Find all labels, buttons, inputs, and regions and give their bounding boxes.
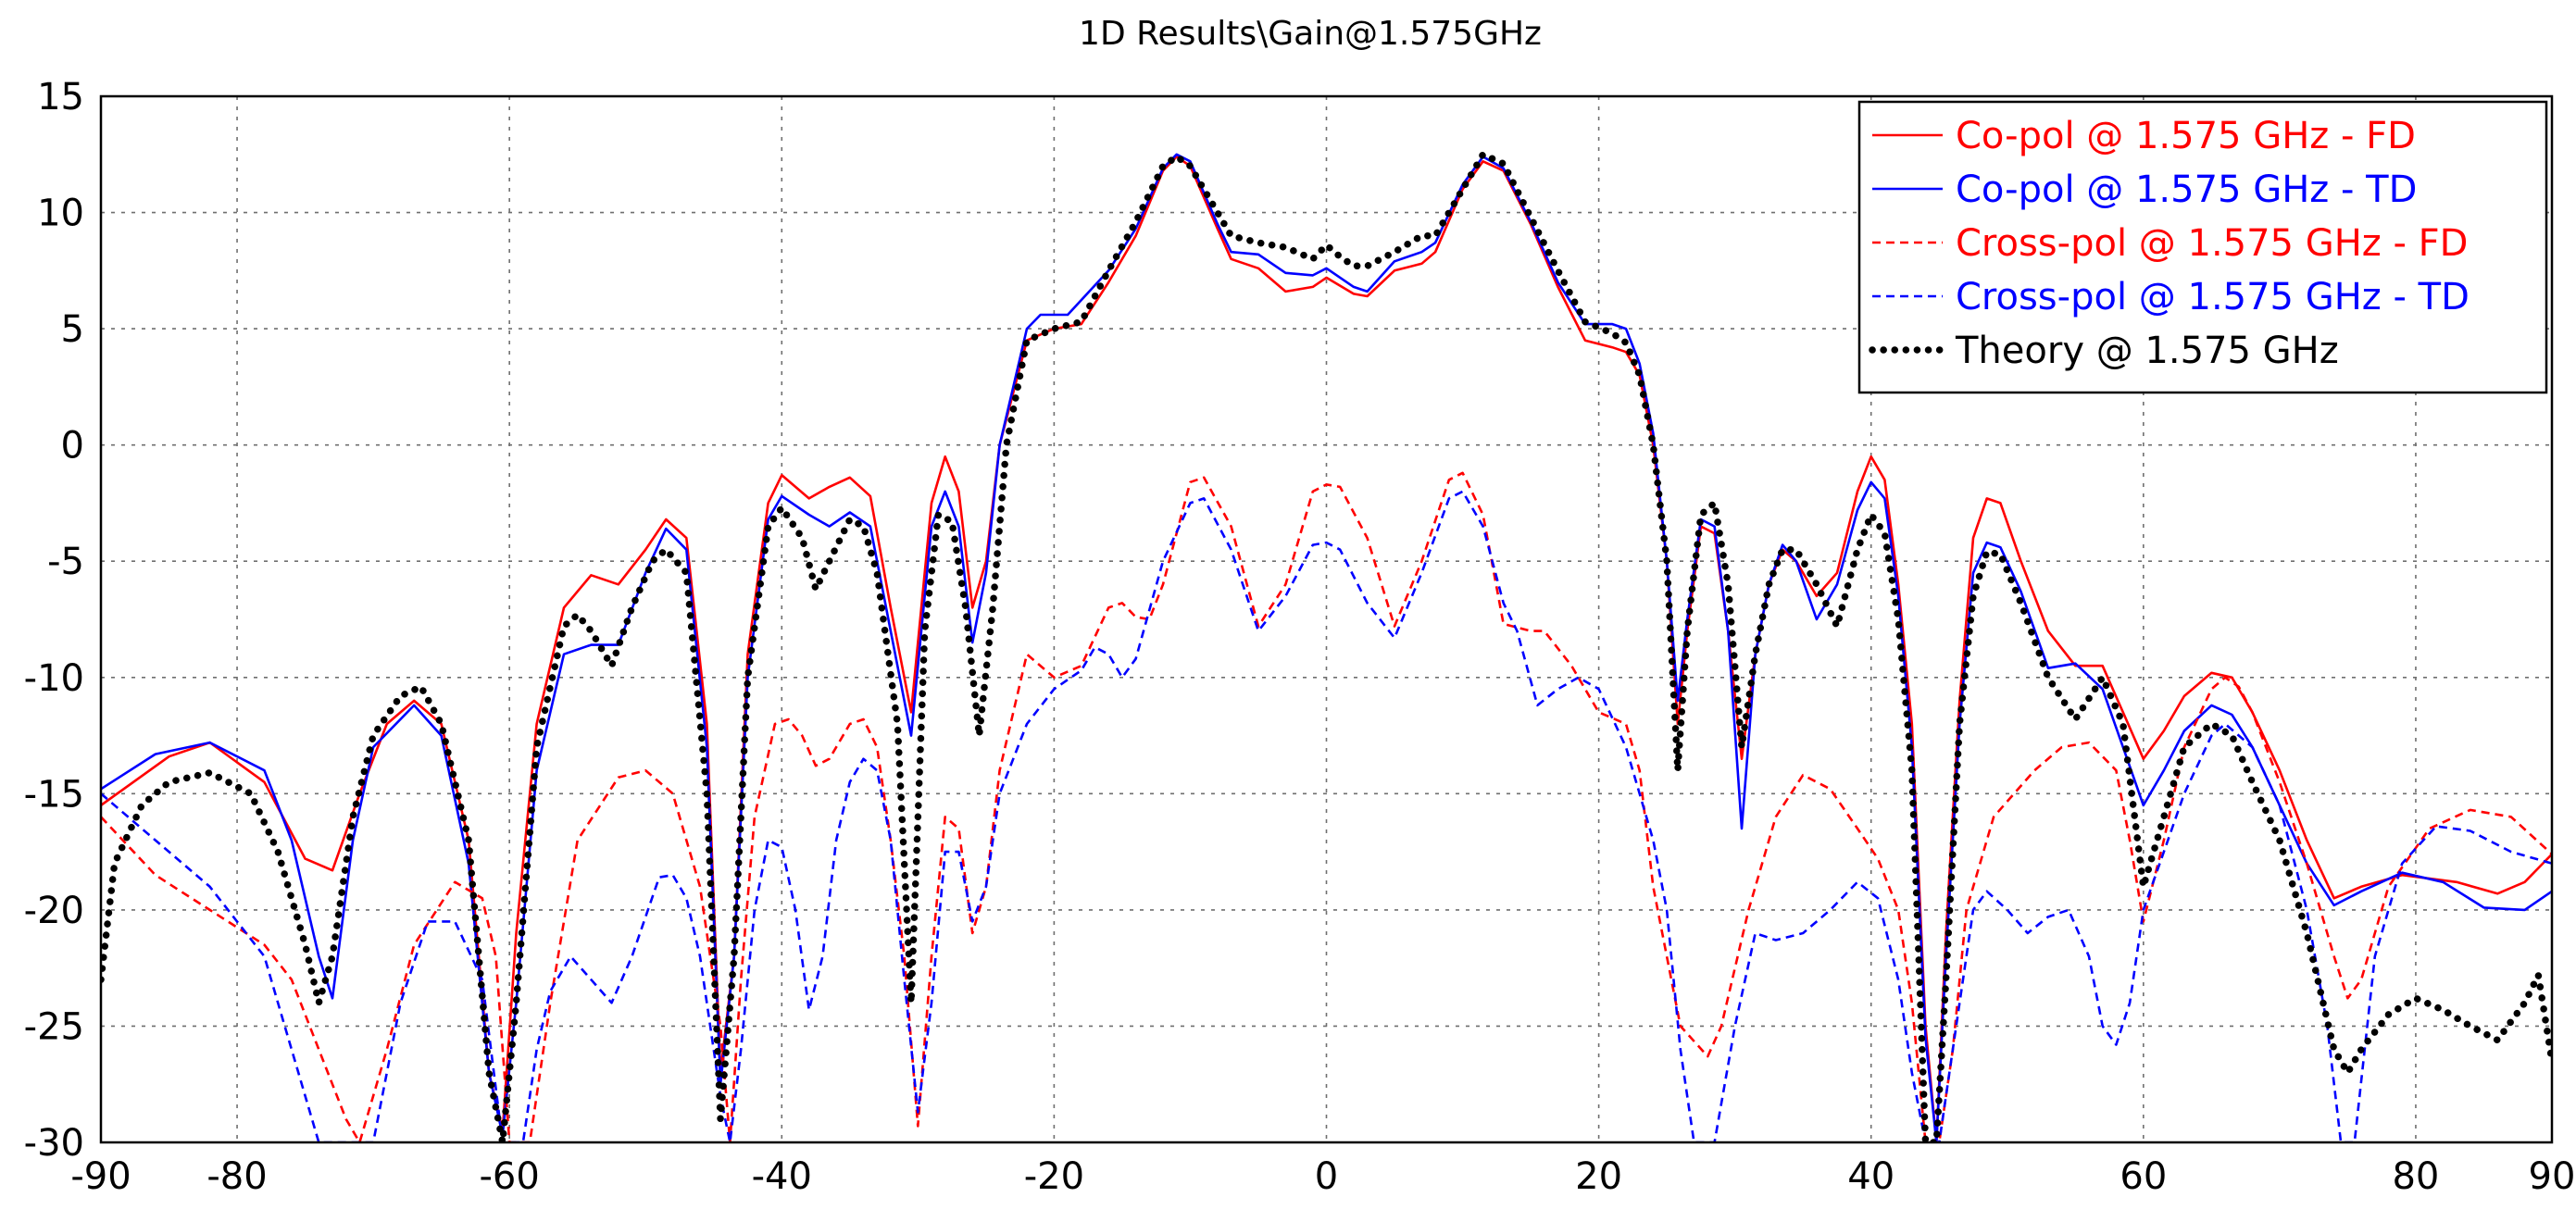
series-line-4	[101, 490, 2552, 1142]
x-tick-label: -80	[206, 1155, 267, 1198]
y-tick-label: 5	[61, 308, 84, 351]
y-tick-label: 0	[61, 425, 84, 468]
x-tick-label: 90	[2529, 1155, 2576, 1198]
x-tick-label: 40	[1847, 1155, 1894, 1198]
y-tick-label: -25	[24, 1005, 84, 1048]
plot-frame	[99, 94, 2554, 1144]
legend-label: Co-pol @ 1.575 GHz - TD	[1956, 168, 2417, 211]
y-tick-label: 15	[37, 76, 84, 118]
series-line-1	[101, 156, 2552, 1142]
x-tick-label: -20	[1024, 1155, 1084, 1198]
x-tick-label: -90	[70, 1155, 131, 1198]
x-axis-ticks: -90 -80 -60 -40 -20 0 20 40 60 80 90	[70, 1155, 2575, 1198]
x-tick-label: -60	[479, 1155, 539, 1198]
legend-label: Cross-pol @ 1.575 GHz - TD	[1956, 276, 2470, 318]
y-axis-ticks: 15 10 5 0 -5 -10 -15 -20 -25 -30	[24, 76, 84, 1165]
series-line-2	[101, 153, 2552, 1142]
series-line-5	[101, 151, 2552, 1142]
legend-label: Cross-pol @ 1.575 GHz - FD	[1956, 222, 2468, 265]
x-tick-label: -40	[752, 1155, 812, 1198]
series-lines	[101, 151, 2552, 1142]
legend-label: Theory @ 1.575 GHz	[1955, 330, 2339, 372]
y-tick-label: 10	[37, 193, 84, 235]
x-tick-label: 20	[1575, 1155, 1622, 1198]
y-tick-label: -10	[24, 657, 84, 700]
legend: Co-pol @ 1.575 GHz - FD Co-pol @ 1.575 GH…	[1857, 100, 2548, 394]
chart-title: 1D Results\Gain@1.575GHz	[1079, 15, 1542, 53]
y-tick-label: -5	[47, 541, 84, 583]
y-tick-label: -20	[24, 890, 84, 932]
x-tick-label: 80	[2392, 1155, 2439, 1198]
y-tick-label: -15	[24, 773, 84, 816]
x-tick-label: 60	[2120, 1155, 2167, 1198]
legend-label: Co-pol @ 1.575 GHz - FD	[1956, 115, 2416, 157]
y-tick-label: -30	[24, 1122, 84, 1165]
x-tick-label: 0	[1315, 1155, 1338, 1198]
series-line-3	[101, 471, 2552, 1142]
legend-box	[1857, 100, 2548, 394]
